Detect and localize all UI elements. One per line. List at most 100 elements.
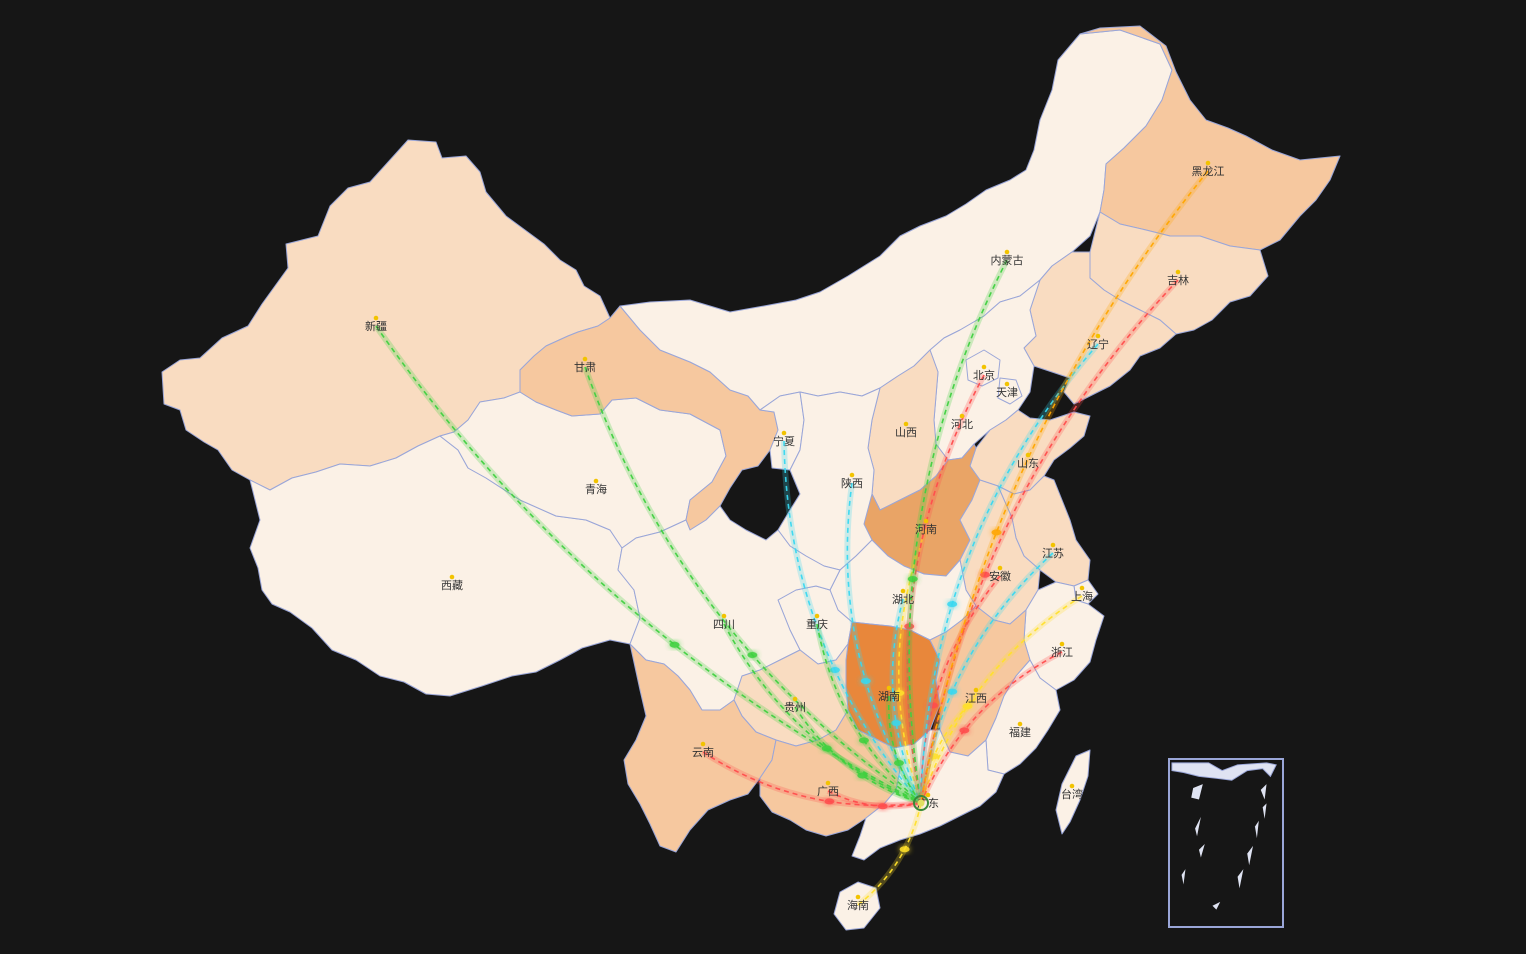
province-marker-liaoning xyxy=(1095,333,1101,339)
flow-trail-head-17 xyxy=(959,727,970,734)
flow-line-13 xyxy=(920,575,1001,804)
flow-line-1 xyxy=(584,366,922,804)
province-marker-xinjiang xyxy=(373,315,379,321)
province-label-jiangsu: 江苏 xyxy=(1042,547,1064,560)
flow-line-20 xyxy=(920,279,1179,804)
province-layer xyxy=(161,25,1341,931)
province-marker-sichuan xyxy=(721,613,727,619)
province-marker-hebei xyxy=(959,413,965,419)
flow-trail-head-15 xyxy=(947,688,958,695)
flow-line-18 xyxy=(908,259,1008,804)
flow-trail-head-8 xyxy=(877,803,888,810)
province-marker-jilin xyxy=(1175,269,1181,275)
province-label-sichuan: 四川 xyxy=(713,618,735,631)
flow-trail-head-2 xyxy=(829,667,840,674)
province-marker-shandong xyxy=(1025,452,1031,458)
flow-trail-head-13 xyxy=(927,702,938,709)
province-marker-shanxi xyxy=(903,421,909,427)
province-label-ningxia: 宁夏 xyxy=(773,434,795,448)
flow-trail-head-9 xyxy=(894,689,905,696)
province-marker-henan xyxy=(923,518,929,524)
flow-line-5 xyxy=(816,623,922,804)
province-marker-beijing xyxy=(981,364,987,370)
province-label-guizhou: 贵州 xyxy=(784,701,806,714)
flow-line-4 xyxy=(723,623,922,804)
province-marker-chongqing xyxy=(814,613,820,619)
flow-line-22 xyxy=(857,802,922,906)
flow-line-21 xyxy=(920,170,1209,804)
province-marker-hunan xyxy=(886,685,892,691)
province-label-tianjin: 天津 xyxy=(996,386,1018,399)
flow-trail-head-16 xyxy=(962,703,973,710)
province-label-anhui: 安徽 xyxy=(989,569,1011,583)
province-marker-hubei xyxy=(900,588,906,594)
south-china-sea-islands xyxy=(1171,762,1277,910)
hub-marker xyxy=(913,795,929,811)
province-tianjin[interactable] xyxy=(997,377,1023,405)
province-marker-hainan xyxy=(855,894,861,900)
flow-trail-head-11 xyxy=(893,759,904,766)
flow-glow-16 xyxy=(918,593,1084,804)
flow-trail-head-0 xyxy=(669,641,680,648)
province-marker-shanghai xyxy=(1079,585,1085,591)
province-label-fujian: 福建 xyxy=(1009,725,1031,739)
province-label-shanxi: 山西 xyxy=(895,426,917,439)
flow-trail-head-21 xyxy=(991,529,1002,536)
flow-trail-head-22 xyxy=(899,846,910,853)
flow-line-7 xyxy=(702,751,922,807)
province-marker-anhui xyxy=(997,565,1003,571)
province-marker-guangxi xyxy=(825,780,831,786)
flow-line-10 xyxy=(891,598,922,804)
flow-line-6 xyxy=(794,706,922,804)
province-heilongjiang[interactable] xyxy=(1079,25,1341,251)
province-fujian[interactable] xyxy=(985,659,1061,775)
province-marker-guizhou xyxy=(792,696,798,702)
province-label-chongqing: 重庆 xyxy=(806,617,828,631)
province-marker-jiangxi xyxy=(973,687,979,693)
flow-trail-head-20 xyxy=(980,571,991,578)
province-marker-fujian xyxy=(1017,721,1023,727)
province-label-gansu: 甘肃 xyxy=(574,361,596,374)
province-marker-guangdong xyxy=(925,792,931,798)
province-label-yunnan: 云南 xyxy=(692,746,714,759)
province-marker-qinghai xyxy=(593,478,599,484)
flow-line-8 xyxy=(827,790,922,808)
province-marker-gansu xyxy=(582,356,588,362)
province-label-shaanxi: 陕西 xyxy=(841,476,863,490)
province-label-qinghai: 青海 xyxy=(585,482,607,496)
province-marker-taiwan xyxy=(1069,783,1075,789)
flow-trail-head-10 xyxy=(891,719,902,726)
province-hainan[interactable] xyxy=(833,881,881,931)
province-taiwan[interactable] xyxy=(1055,749,1091,835)
flow-trail-head-12 xyxy=(928,753,939,760)
province-marker-neimenggu xyxy=(1004,249,1010,255)
province-marker-shaanxi xyxy=(849,472,855,478)
province-label-heilongjiang: 黑龙江 xyxy=(1192,165,1225,178)
flow-line-2 xyxy=(783,440,922,804)
flow-trail-head-19 xyxy=(947,601,958,608)
province-marker-jiangsu xyxy=(1050,542,1056,548)
flow-line-15 xyxy=(920,552,1054,804)
province-marker-ningxia xyxy=(781,430,787,436)
flow-line-14 xyxy=(906,374,985,804)
province-marker-yunnan xyxy=(700,741,706,747)
province-label-henan: 河南 xyxy=(915,523,937,536)
province-label-shanghai: 上海 xyxy=(1071,589,1093,603)
province-marker-heilongjiang xyxy=(1205,160,1211,166)
flow-trail-head-7 xyxy=(824,798,835,805)
province-marker-xizang xyxy=(449,574,455,580)
flow-line-17 xyxy=(920,651,1063,804)
south-china-sea-inset xyxy=(1168,758,1284,928)
province-label-hubei: 湖北 xyxy=(892,593,914,606)
province-label-jiangxi: 江西 xyxy=(965,692,987,705)
flow-trail-head-3 xyxy=(860,677,871,684)
province-yunnan[interactable] xyxy=(623,643,777,853)
province-gansu[interactable] xyxy=(519,305,779,531)
province-label-shandong: 山东 xyxy=(1017,457,1039,470)
province-label-hebei: 河北 xyxy=(951,418,973,431)
flow-trail-head-6 xyxy=(857,772,868,779)
province-label-xinjiang: 新疆 xyxy=(365,319,387,333)
